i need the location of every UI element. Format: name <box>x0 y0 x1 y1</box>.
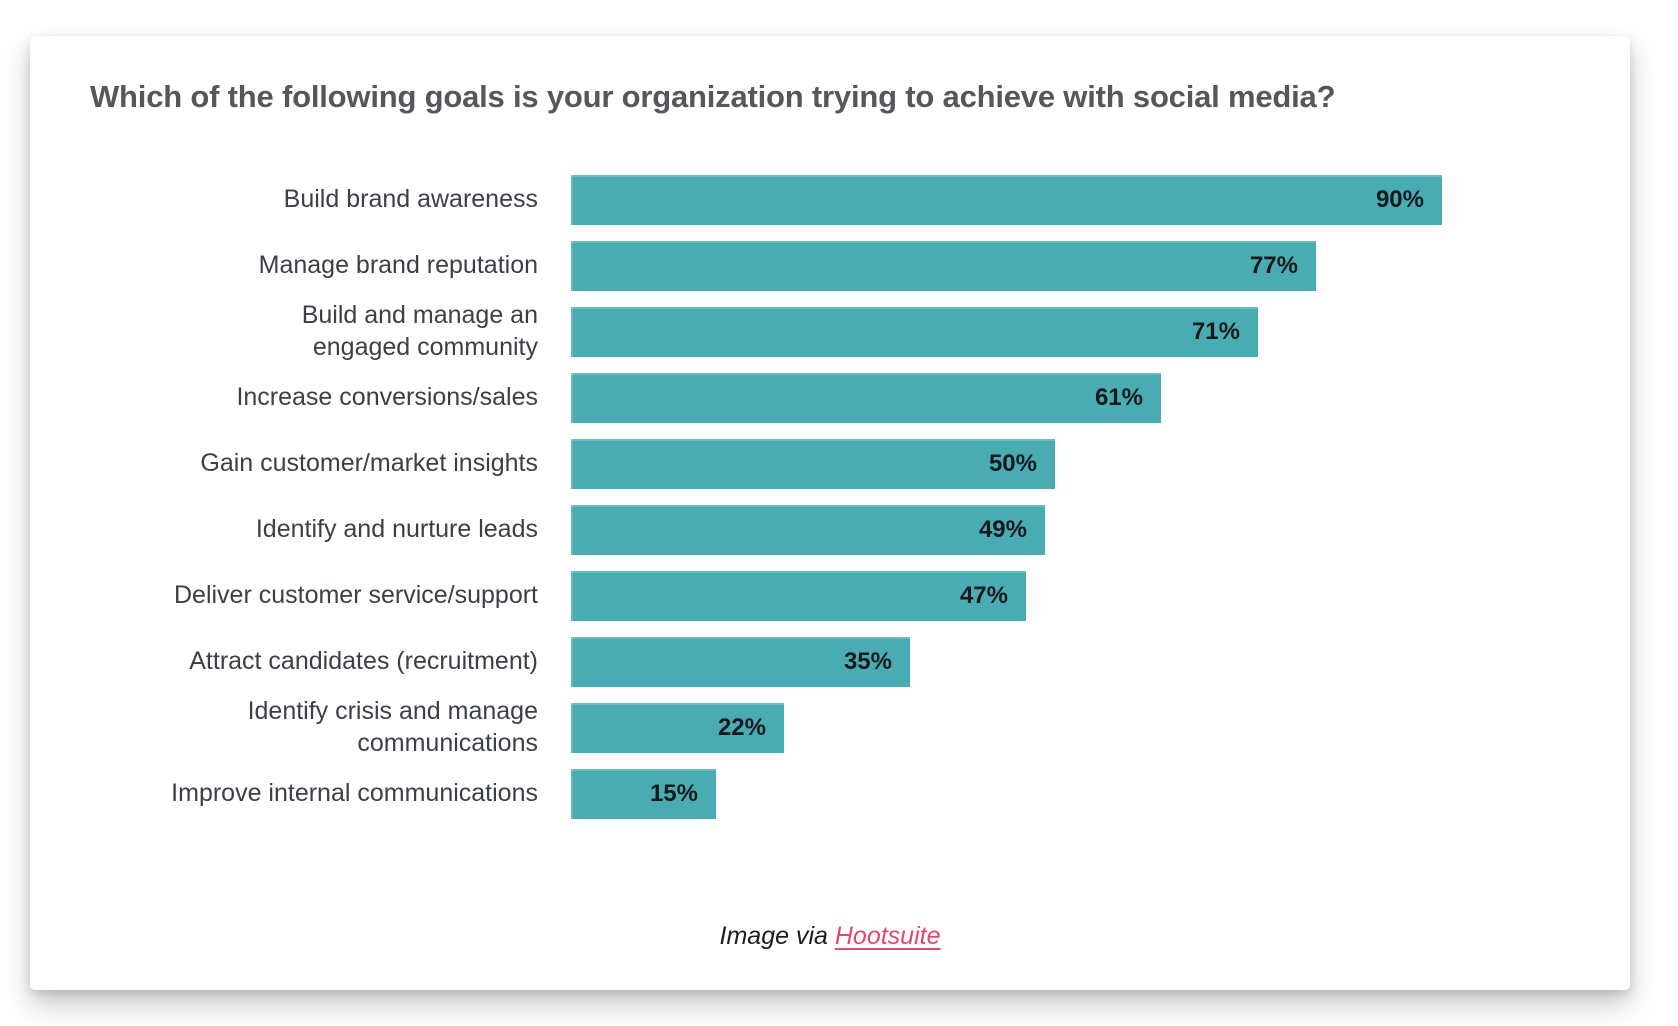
bar-value-label: 15% <box>649 779 698 807</box>
bar-area: 22% <box>571 702 1570 753</box>
bar: 71% <box>571 306 1258 357</box>
bar-value-label: 50% <box>988 449 1037 477</box>
chart-rows: Build brand awareness 90% Manage brand r… <box>90 174 1570 819</box>
bar-value-label: 90% <box>1375 185 1424 213</box>
category-label: Build brand awareness <box>283 185 538 214</box>
chart-row: Improve internal communications 15% <box>90 768 1570 819</box>
chart-card: Which of the following goals is your org… <box>30 36 1630 990</box>
chart-row: Identify crisis and manage communication… <box>90 697 1570 757</box>
category-label: Improve internal communications <box>171 779 538 808</box>
chart-row: Manage brand reputation 77% <box>90 240 1570 291</box>
bar: 15% <box>571 768 716 819</box>
bar: 61% <box>571 372 1161 423</box>
bar-area: 77% <box>571 240 1570 291</box>
bar-area: 35% <box>571 636 1570 687</box>
category-label: Identify crisis and manage communication… <box>247 697 538 757</box>
bar: 50% <box>571 438 1055 489</box>
category-label: Increase conversions/sales <box>236 383 538 412</box>
bar-value-label: 77% <box>1249 251 1298 279</box>
bar-value-label: 22% <box>717 713 766 741</box>
category-label: Deliver customer service/support <box>173 581 538 610</box>
chart-row: Gain customer/market insights 50% <box>90 438 1570 489</box>
bar-value-label: 71% <box>1191 317 1240 345</box>
chart-row: Increase conversions/sales 61% <box>90 372 1570 423</box>
bar-value-label: 47% <box>959 581 1008 609</box>
bar: 77% <box>571 240 1316 291</box>
bar-area: 15% <box>571 768 1570 819</box>
image-credit: Image via Hootsuite <box>90 922 1570 951</box>
chart-row: Build and manage an engaged community 71… <box>90 301 1570 361</box>
bar-area: 71% <box>571 306 1570 357</box>
bar-area: 47% <box>571 570 1570 621</box>
category-label: Build and manage an engaged community <box>301 301 538 361</box>
bar: 22% <box>571 702 784 753</box>
bar-value-label: 49% <box>978 515 1027 543</box>
hootsuite-link[interactable]: Hootsuite <box>834 921 941 950</box>
bar: 47% <box>571 570 1026 621</box>
category-label: Manage brand reputation <box>258 251 538 280</box>
bar: 35% <box>571 636 910 687</box>
category-label: Identify and nurture leads <box>255 515 538 544</box>
category-label: Gain customer/market insights <box>200 449 538 478</box>
bar-area: 50% <box>571 438 1570 489</box>
chart-row: Build brand awareness 90% <box>90 174 1570 225</box>
chart-title: Which of the following goals is your org… <box>90 79 1336 114</box>
chart-row: Deliver customer service/support 47% <box>90 570 1570 621</box>
bar-area: 49% <box>571 504 1570 555</box>
category-label: Attract candidates (recruitment) <box>189 647 538 676</box>
bar-area: 90% <box>571 174 1570 225</box>
chart-row: Identify and nurture leads 49% <box>90 504 1570 555</box>
bar-area: 61% <box>571 372 1570 423</box>
chart-row: Attract candidates (recruitment) 35% <box>90 636 1570 687</box>
bar: 49% <box>571 504 1045 555</box>
bar-value-label: 61% <box>1094 383 1143 411</box>
image-credit-text: Image via <box>719 921 835 950</box>
bar: 90% <box>571 174 1442 225</box>
bar-value-label: 35% <box>843 647 892 675</box>
